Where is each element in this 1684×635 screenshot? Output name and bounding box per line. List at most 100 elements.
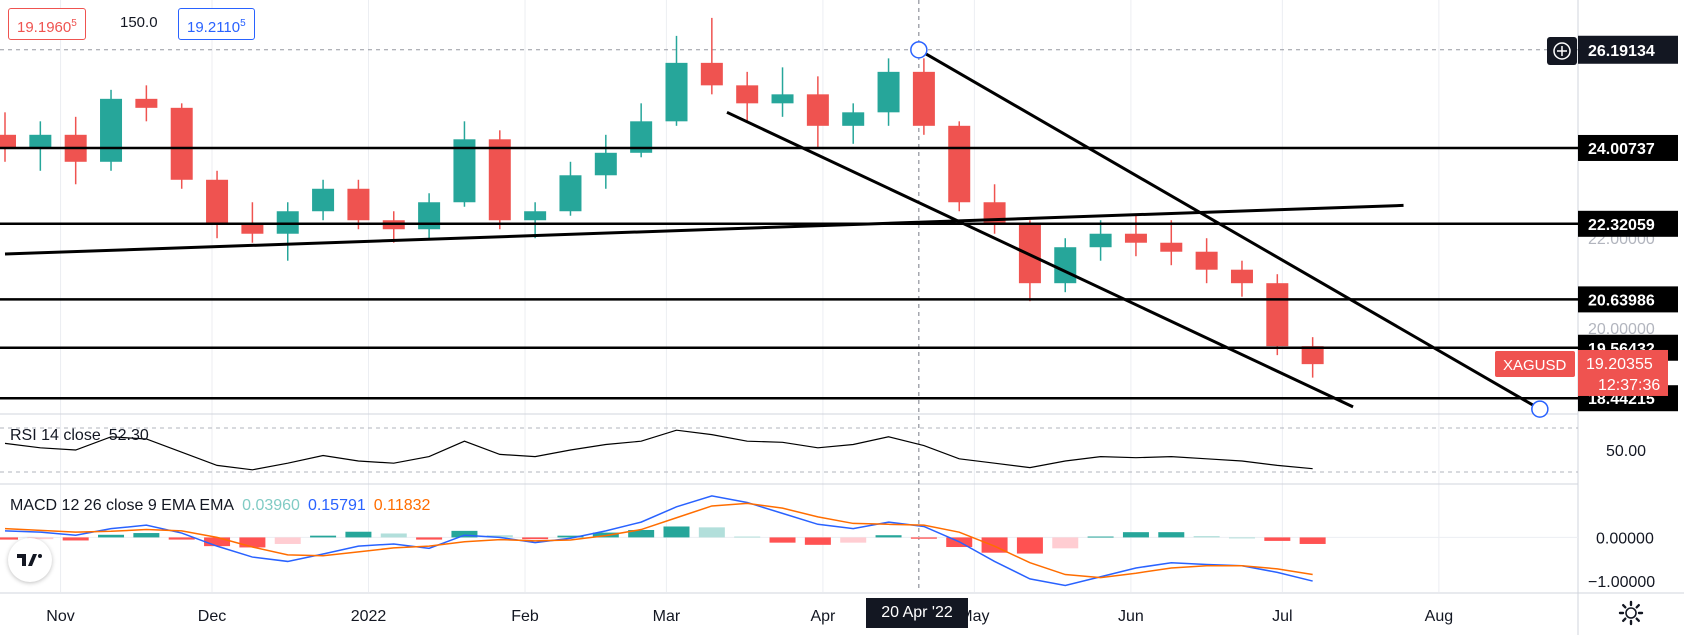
rsi-legend-name: RSI 14 close [10,427,101,444]
macd-histogram-bar [1052,537,1079,549]
macd-histogram-bar [1264,537,1291,541]
candle [276,202,299,261]
macd-histogram-bar [239,537,266,548]
crosshair-price-box [1578,35,1678,64]
macd-histogram-bar [804,537,831,545]
trendline [726,110,1354,409]
candle [29,121,52,171]
candle [806,76,829,149]
macd-line [4,495,1313,587]
macd-histogram-bar [1016,537,1043,554]
tradingview-logo-icon[interactable] [8,538,52,582]
macd-legend-histogram: 0.03960 [242,497,300,514]
macd-histogram-bar [1158,532,1185,538]
candle-body [488,139,511,221]
level-label: 24.00737 [1588,141,1655,158]
candle [0,112,16,162]
level-label: 22.32059 [1588,217,1655,234]
candle-body [1124,233,1147,243]
plus-circle-glyph [1553,42,1571,60]
candle [1301,337,1324,378]
ask-price-pip: 5 [240,18,246,29]
price-tick-label: 20.00000 [1588,321,1655,338]
macd-histogram-bar [486,535,513,538]
candle-body [100,98,123,162]
candle-body [700,62,723,86]
candle-body [877,71,900,113]
time-axis-label: 2022 [351,608,387,625]
macd-histogram-bar [734,536,761,538]
macd-histogram-bar [168,537,195,540]
crosshair-price-label: 26.19134 [1588,43,1655,60]
level-label-box [1578,210,1678,237]
trendline-anchor [910,41,928,59]
candle-body [806,94,829,126]
candle [877,58,900,126]
symbol-tag: XAGUSD [1503,357,1567,374]
trendline-anchor [1531,400,1549,418]
time-axis-label: Feb [511,608,539,625]
candle [1018,220,1041,302]
candle-body [630,121,653,153]
macd-histogram-bar [27,537,54,540]
macd-histogram-bar [310,535,337,538]
trendline [918,48,1541,411]
candle-body [594,152,617,176]
macd-histogram-bar [0,537,18,540]
time-axis-label: Jun [1118,608,1144,625]
candle [241,202,264,243]
candle [453,121,476,207]
candle-body [206,179,229,225]
rsi-axis-label: 50.00 [1606,443,1646,460]
plus-circle-icon[interactable] [1547,37,1577,65]
bid-price-box[interactable]: 19.19605 [8,8,86,40]
level-label: 20.63986 [1588,292,1655,309]
candle-body [1160,242,1183,252]
candle [559,161,582,216]
macd-histogram-bar [522,537,549,540]
rsi-legend-value: 52.30 [108,427,149,444]
ask-price-box[interactable]: 19.21105 [178,8,255,40]
macd-legend-signal: 0.11832 [373,497,431,514]
candle-body [1301,346,1324,365]
candle [736,71,759,122]
gear-icon[interactable] [1618,600,1644,626]
level-label-box [1578,134,1678,161]
macd-histogram-bar [910,537,937,539]
candle [312,179,335,221]
candle-body [135,98,158,108]
candle [1266,274,1289,356]
macd-histogram-bar [875,535,902,538]
bid-price: 19.1960 [17,19,72,36]
candle [842,103,865,144]
candle-body [1195,251,1218,270]
level-label-box [1578,286,1678,313]
candle-body [170,107,193,180]
candle [1230,260,1253,297]
candle-body [1230,269,1253,284]
macd-histogram-bar [628,529,655,538]
crosshair-date-label: 20 Apr '22 [866,598,968,628]
candle-body [948,125,971,203]
time-axis-label: Dec [198,608,226,625]
macd-histogram-bar [769,537,796,543]
macd-axis-label: −1.00000 [1588,574,1655,591]
macd-legend[interactable]: MACD 12 26 close 9 EMA EMA 0.03960 0.15791… [10,497,430,515]
macd-histogram-bar [274,537,301,544]
macd-histogram-bar [416,537,443,540]
rsi-line [4,429,1313,471]
candle [170,103,193,189]
time-axis-label: Mar [653,608,681,625]
candle-body [29,134,52,149]
time-axis-label: Aug [1425,608,1453,625]
time-axis-label: Nov [46,608,74,625]
candle [1195,238,1218,284]
candle-body [842,112,865,126]
candle [594,134,617,189]
rsi-legend[interactable]: RSI 14 close 52.30 [10,427,149,445]
trendline [4,203,1404,256]
candle-body [347,188,370,221]
macd-histogram-bar [451,530,478,538]
macd-legend-name: MACD 12 26 close 9 EMA EMA [10,497,235,514]
